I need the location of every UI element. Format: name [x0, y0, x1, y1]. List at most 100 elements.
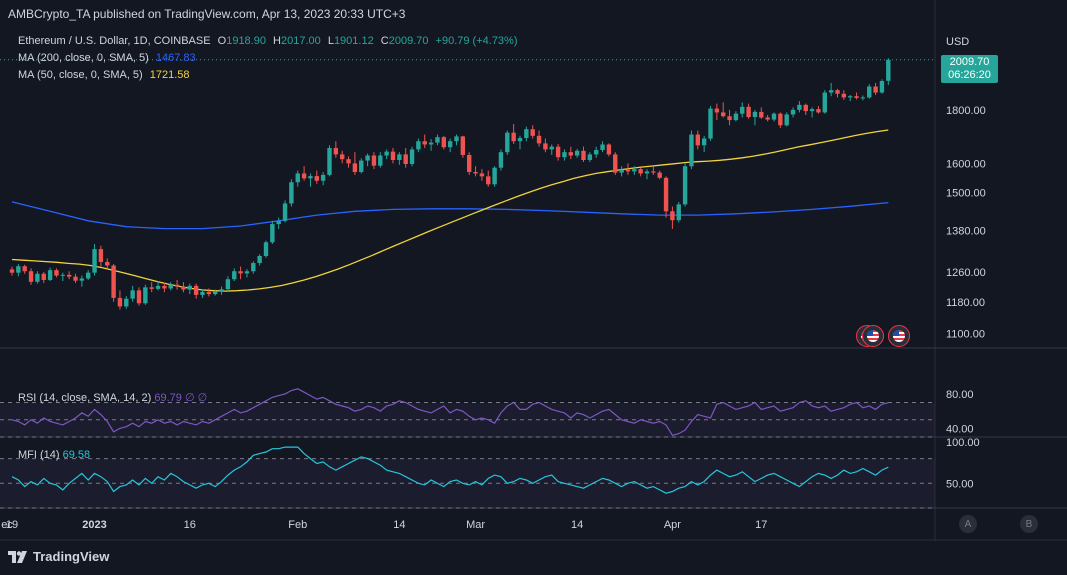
- date-axis-label: 14: [393, 519, 405, 531]
- candle: [517, 135, 523, 150]
- bar-countdown: 06:26:20: [948, 69, 991, 81]
- candle: [346, 156, 351, 168]
- candle: [511, 123, 516, 144]
- candle: [473, 166, 478, 177]
- candle: [41, 271, 46, 283]
- candle-body: [416, 141, 421, 150]
- candle-body: [232, 271, 237, 280]
- rsi-line: [11, 388, 889, 436]
- candle-body: [384, 151, 389, 156]
- date-axis-label: 17: [755, 519, 767, 531]
- candle: [663, 176, 669, 218]
- candle: [244, 269, 250, 278]
- candle-body: [549, 146, 554, 150]
- candle: [130, 285, 135, 302]
- candle-body: [352, 163, 358, 173]
- candle: [435, 134, 440, 146]
- candle: [676, 201, 681, 223]
- candle-body: [809, 109, 815, 112]
- us-flag-icon: [893, 330, 905, 342]
- candle: [790, 107, 796, 118]
- candle: [168, 282, 173, 291]
- date-axis-label: 19: [6, 519, 18, 531]
- candle-body: [428, 142, 434, 145]
- candle-body: [536, 135, 542, 144]
- candle: [447, 138, 453, 153]
- candle: [193, 283, 199, 299]
- auto-scale-button[interactable]: A: [959, 515, 977, 533]
- candle: [632, 166, 637, 175]
- last-price: 2009.70: [949, 56, 990, 68]
- candle-body: [441, 137, 446, 148]
- candle-body: [136, 290, 142, 304]
- rsi-legend: RSI (14, close, SMA, 14, 2) 69.79 ∅ ∅: [18, 391, 207, 404]
- candle-body: [340, 154, 345, 160]
- candle: [365, 153, 370, 167]
- candle-body: [759, 111, 764, 118]
- candle: [22, 264, 27, 274]
- candle-body: [66, 274, 72, 277]
- high-label: H: [273, 35, 281, 47]
- last-price-tag: 2009.70 06:26:20: [941, 55, 998, 83]
- candle-body: [797, 104, 802, 110]
- candle-body: [721, 112, 726, 117]
- candle: [854, 92, 859, 100]
- candle-body: [778, 113, 783, 126]
- candle-body: [492, 167, 497, 185]
- candle-body: [130, 290, 135, 299]
- symbol-legend: Ethereum / U.S. Dollar, 1D, COINBASE O19…: [18, 35, 522, 47]
- candle: [219, 286, 224, 295]
- candle-body: [41, 273, 46, 280]
- candle: [701, 135, 707, 153]
- candle: [327, 145, 332, 177]
- candle-body: [816, 109, 821, 113]
- candle-body: [517, 137, 523, 142]
- candle: [727, 109, 732, 126]
- candle-body: [320, 174, 326, 181]
- candle: [670, 206, 675, 229]
- candle: [828, 82, 834, 97]
- candle: [809, 107, 815, 118]
- candle: [682, 163, 688, 207]
- candle: [73, 273, 78, 283]
- candle: [740, 102, 745, 118]
- candle: [765, 114, 770, 122]
- candle: [397, 152, 402, 165]
- candle: [378, 152, 383, 168]
- candle: [733, 111, 739, 122]
- candle: [98, 245, 104, 267]
- candles: [9, 58, 891, 310]
- candle: [562, 149, 567, 161]
- candle: [460, 135, 466, 158]
- candle-body: [708, 108, 713, 139]
- candle-body: [524, 129, 529, 138]
- candle: [606, 143, 612, 157]
- candle: [47, 267, 53, 282]
- candle: [155, 281, 161, 291]
- mfi-label: MFI (14): [18, 449, 60, 461]
- candle: [9, 266, 15, 276]
- candle-body: [206, 291, 212, 295]
- candle: [79, 275, 85, 287]
- candle: [543, 138, 548, 153]
- candle-body: [403, 154, 408, 164]
- candle: [289, 179, 294, 207]
- log-scale-button[interactable]: B: [1020, 515, 1038, 533]
- candle: [111, 264, 116, 302]
- candle-body: [409, 149, 415, 164]
- candle-body: [733, 113, 739, 121]
- footer-logo[interactable]: TradingView: [8, 549, 109, 564]
- candle-body: [632, 169, 637, 172]
- candle: [428, 139, 434, 151]
- candle-body: [105, 261, 110, 266]
- us-flag-event-icon[interactable]: [888, 325, 910, 347]
- candle-body: [35, 273, 40, 282]
- us-flag-event-icon[interactable]: [862, 325, 884, 347]
- candle-body: [740, 106, 745, 114]
- candle: [638, 167, 643, 177]
- candle: [524, 126, 529, 142]
- candle-body: [587, 154, 593, 161]
- candle-body: [282, 203, 288, 221]
- candle: [746, 103, 751, 119]
